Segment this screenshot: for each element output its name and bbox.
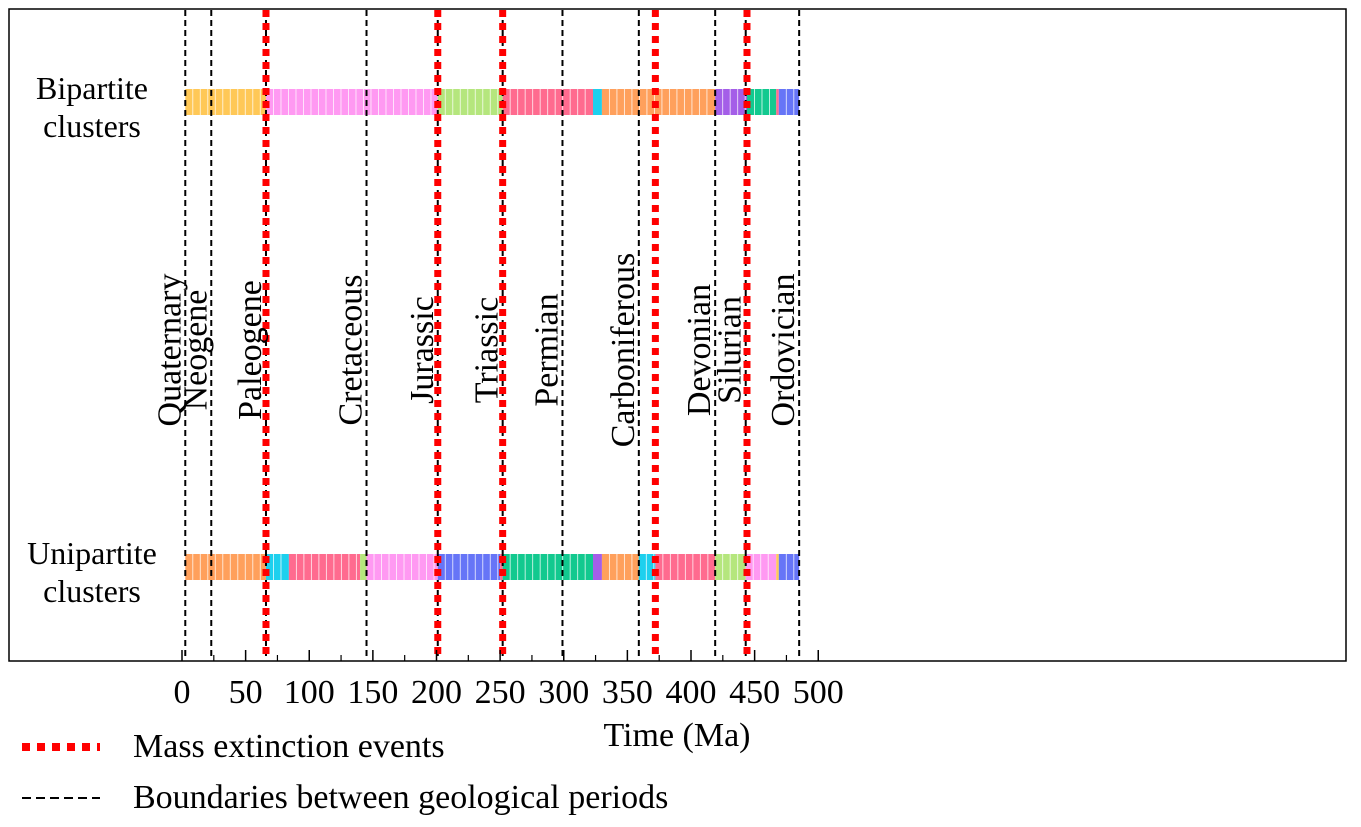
- cluster-segment-r0-s8: [776, 89, 779, 115]
- row-label: Unipartite clusters: [27, 535, 157, 609]
- period-label-devonian: Devonian: [681, 284, 718, 416]
- x-axis-label: Time (Ma): [603, 717, 750, 754]
- cluster-segment-r1-s14: [776, 554, 779, 580]
- cluster-segment-r0-s4: [593, 89, 602, 115]
- legend-label: Boundaries between geological periods: [133, 779, 668, 816]
- row-label: Bipartite clusters: [36, 70, 148, 144]
- cluster-segment-r1-s9: [601, 554, 639, 580]
- cluster-segment-r0-s2: [437, 89, 503, 115]
- x-tick-label: 300: [538, 674, 589, 711]
- period-label-quaternary: Quaternary: [151, 274, 188, 427]
- period-label-jurassic: Jurassic: [404, 296, 441, 404]
- cluster-segment-r1-s5: [437, 554, 501, 580]
- cluster-segment-r1-s10: [638, 554, 656, 580]
- x-tick-label: 400: [666, 674, 717, 711]
- cluster-segment-r1-s1: [265, 554, 289, 580]
- period-label-paleogene: Paleogene: [232, 280, 269, 420]
- cluster-segment-r1-s4: [366, 554, 438, 580]
- cluster-segment-r1-s8: [593, 554, 602, 580]
- cluster-segment-r1-s3: [360, 554, 367, 580]
- x-tick-label: 50: [229, 674, 263, 711]
- row-label-line2: clusters: [43, 573, 141, 609]
- cluster-segment-r0-s0: [185, 89, 266, 115]
- vertical-lines: [184, 10, 801, 660]
- period-label-triassic: Triassic: [469, 297, 506, 403]
- cluster-segment-r0-s6: [715, 89, 747, 115]
- x-tick-label: 500: [793, 674, 844, 711]
- row-label-line2: clusters: [43, 108, 141, 144]
- plot-frame: [8, 8, 1347, 662]
- row-label-line1: Bipartite: [36, 70, 148, 106]
- cluster-segment-r0-s9: [778, 89, 800, 115]
- x-tick-label: 200: [411, 674, 462, 711]
- cluster-segment-r1-s6: [500, 554, 503, 580]
- x-tick-label: 250: [475, 674, 526, 711]
- x-axis: 0 50 100 150 200 250 300 350 400 450 500: [174, 650, 844, 711]
- period-label-ordovician: Ordovician: [765, 274, 802, 427]
- cluster-segment-r1-s15: [778, 554, 800, 580]
- row-label-line1: Unipartite: [27, 535, 157, 571]
- x-tick-label: 150: [347, 674, 398, 711]
- period-label-carboniferous: Carboniferous: [605, 253, 642, 448]
- legend-label: Mass extinction events: [133, 728, 445, 765]
- cluster-segment-r1-s2: [288, 554, 361, 580]
- x-tick-label: 450: [729, 674, 780, 711]
- cluster-segment-r1-s0: [185, 554, 266, 580]
- period-label-permian: Permian: [528, 293, 565, 406]
- x-tick-label: 100: [284, 674, 335, 711]
- period-label-cretaceous: Cretaceous: [333, 274, 370, 425]
- cluster-segment-r0-s1: [265, 89, 438, 115]
- period-label-silurian: Silurian: [712, 296, 749, 404]
- period-label-neogene: Neogene: [177, 290, 214, 411]
- x-tick-label: 350: [602, 674, 653, 711]
- legend: Mass extinction events Boundaries between…: [22, 728, 668, 816]
- x-tick-label: 0: [174, 674, 191, 711]
- cluster-bars: [185, 89, 800, 580]
